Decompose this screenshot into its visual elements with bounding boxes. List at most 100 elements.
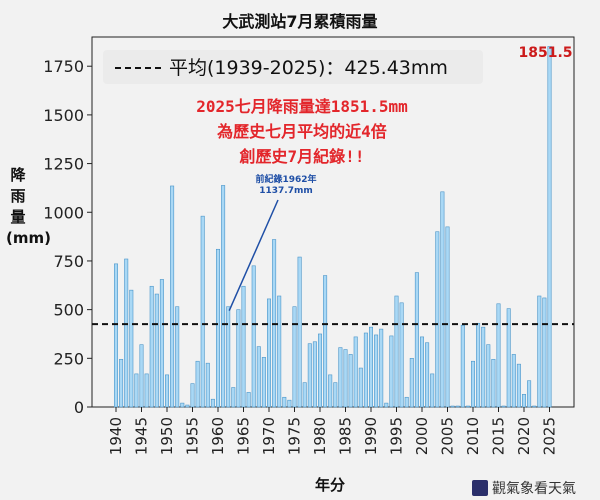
bar-2014 [491,358,496,408]
bar-2013 [486,344,491,408]
previous-record-line-2: 1137.7mm [259,186,313,196]
y-tick-label: 750 [53,252,84,271]
bar-2002 [430,373,435,408]
bars-group [114,46,552,408]
x-tick-label: 1980 [311,417,329,455]
y-tick-label: 500 [53,301,84,320]
x-tick-label: 1955 [184,417,202,455]
bar-2016 [501,405,506,408]
bar-1961 [221,185,226,408]
headline-line-1: 2025七月降雨量達1851.5mm [196,97,408,116]
bar-1988 [358,367,363,408]
bar-1948 [154,293,159,408]
x-tick-label: 1940 [107,417,125,455]
bar-1972 [277,295,282,408]
bar-2009 [465,405,470,408]
bar-1958 [205,362,210,408]
bar-1964 [236,309,241,408]
bar-1965 [241,285,246,408]
y-tick-label: 1000 [43,203,84,222]
x-tick-label: 2005 [439,417,457,455]
bar-1954 [185,404,190,408]
headline-annotation: 2025七月降雨量達1851.5mm 為歷史七月平均的近4倍 創歷史7月紀錄!! [128,94,476,169]
y-tick-label: 1250 [43,155,84,174]
bar-2003 [435,231,440,408]
bar-2012 [481,326,486,408]
bar-1973 [282,396,287,408]
x-tick-label: 1965 [235,417,253,455]
bar-1978 [307,343,312,408]
bar-1969 [261,357,266,408]
bar-1984 [338,347,343,408]
y-axis: 0 250 500 750 1000 1250 1500 1750 [43,57,92,417]
bar-1943 [129,289,134,408]
bar-2019 [516,363,521,408]
bar-1970 [266,298,271,408]
x-tick-label: 1960 [209,417,227,455]
bar-1987 [353,336,358,408]
bar-1966 [246,392,251,408]
bar-1977 [302,382,307,408]
bar-2024 [542,297,547,408]
x-tick-label: 1970 [260,417,278,455]
bar-1959 [210,398,215,408]
legend-average-label: 平均(1939-2025)：425.43mm [169,57,448,79]
bar-1968 [256,346,261,408]
x-tick-label: 1995 [388,417,406,455]
bar-2023 [537,295,542,408]
bar-2004 [440,191,445,408]
bar-1963 [231,387,236,408]
bar-2008 [460,324,465,408]
bar-2018 [511,354,516,408]
bar-1953 [180,402,185,408]
headline-line-2: 為歷史七月平均的近4倍 [217,122,387,141]
x-axis-label: 年分 [314,476,345,494]
bar-2022 [532,405,537,408]
bar-1979 [312,341,317,408]
bar-1957 [200,215,205,408]
chart-title: 大武測站7月累積雨量 [222,12,378,31]
bar-1982 [328,374,333,408]
bar-1947 [149,285,154,408]
bar-2000 [419,336,424,408]
y-axis-label: 降雨量(mm) [6,166,51,247]
y-tick-label: 0 [74,398,84,417]
bar-2007 [455,405,460,408]
bar-1942 [124,258,129,408]
legend-dashed-line [115,67,161,69]
bar-2001 [425,342,430,408]
x-tick-label: 1945 [133,417,151,455]
bar-1983 [333,382,338,408]
bar-1980 [317,333,322,408]
bar-1941 [119,358,124,408]
y-tick-label: 250 [53,349,84,368]
legend: 平均(1939-2025)：425.43mm [103,50,483,84]
bar-1981 [323,275,328,408]
bar-2021 [527,380,532,408]
bar-1997 [404,396,409,408]
bar-1962 [226,306,231,408]
bar-1945 [139,344,144,408]
bar-1993 [384,402,389,408]
bar-1994 [389,335,394,408]
x-tick-label: 2000 [413,417,431,455]
bar-1976 [297,256,302,408]
bar-1991 [374,334,379,408]
x-tick-label: 2020 [515,417,533,455]
bar-1975 [292,306,297,408]
bar-1949 [159,279,164,408]
bar-1996 [399,302,404,408]
previous-record-pointer [228,199,279,312]
bar-2015 [496,303,501,408]
bar-1990 [368,326,373,408]
y-tick-label: 1750 [43,57,84,76]
bar-1951 [170,185,175,408]
bar-1955 [190,383,195,408]
bar-1995 [394,295,399,408]
x-tick-label: 1985 [337,417,355,455]
bar-1960 [216,248,221,408]
bar-1998 [409,358,414,408]
bar-1944 [134,373,139,408]
